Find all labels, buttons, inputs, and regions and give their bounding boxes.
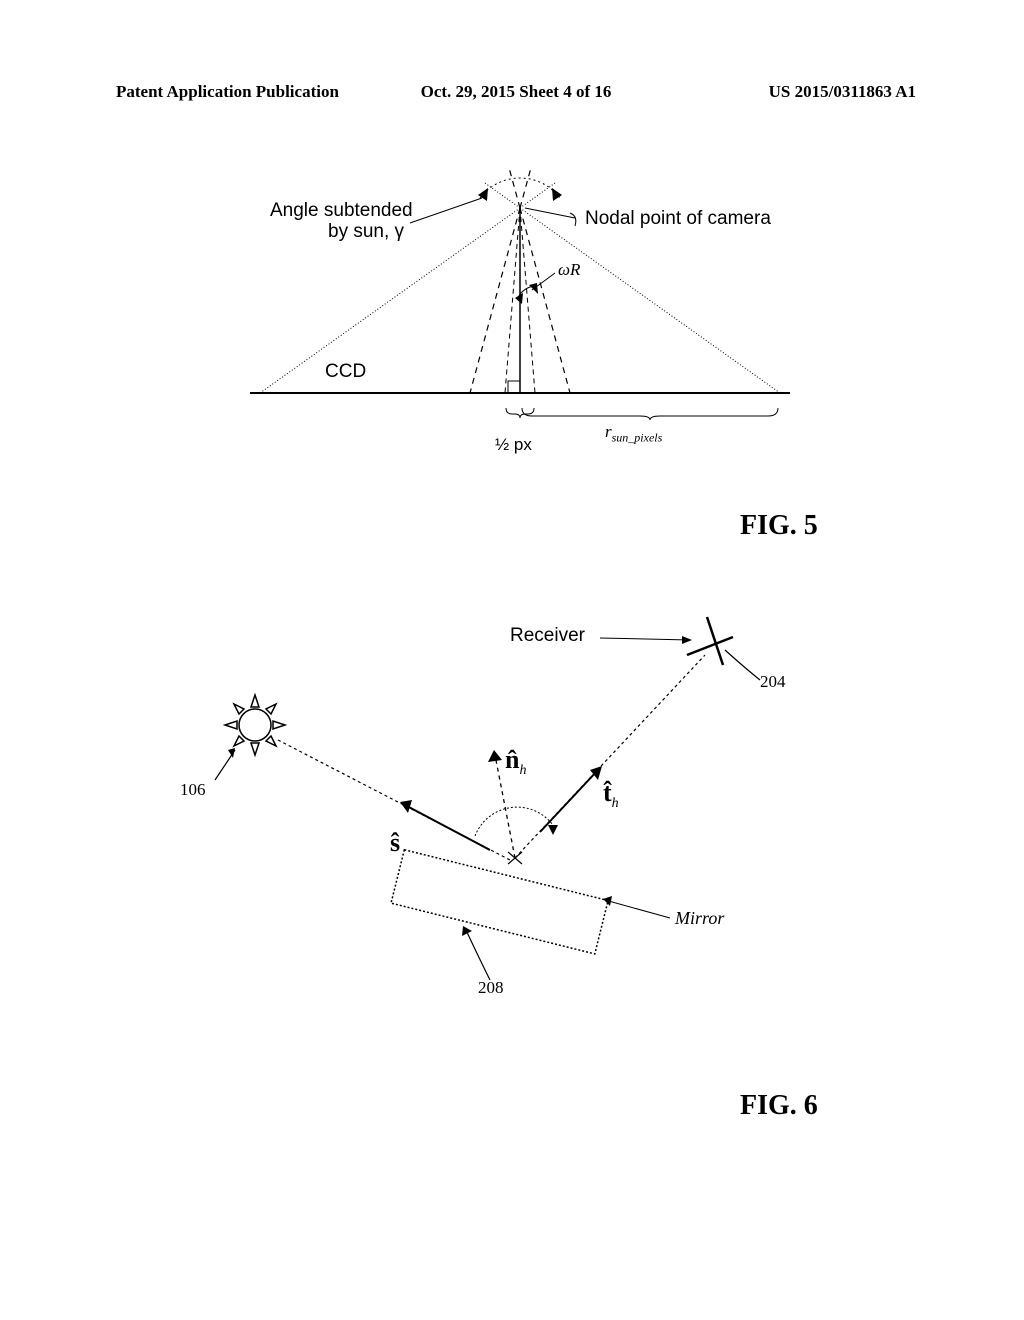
header-publication: Patent Application Publication bbox=[116, 82, 383, 102]
figure-6-container: Receiver Mirror n̂h t̂h ŝ 106 204 208 bbox=[160, 600, 820, 1040]
header-patent-number: US 2015/0311863 A1 bbox=[649, 82, 916, 102]
fig6-diagram bbox=[160, 600, 820, 1040]
fig6-nhat-label: n̂h bbox=[505, 745, 526, 779]
fig6-caption: FIG. 6 bbox=[740, 1090, 818, 1122]
fig6-receiver-label: Receiver bbox=[510, 625, 585, 647]
fig6-ref-208: 208 bbox=[478, 978, 504, 998]
fig5-omega-label: ωR bbox=[558, 260, 580, 280]
fig6-shat-label: ŝ bbox=[390, 828, 400, 858]
fig5-rsun-label: rsun_pixels bbox=[605, 422, 662, 445]
fig5-nodal-label: Nodal point of camera bbox=[585, 208, 771, 230]
fig5-ccd-label: CCD bbox=[325, 361, 366, 383]
fig5-halfpx-label: ½ px bbox=[495, 435, 532, 455]
fig6-ref-204: 204 bbox=[760, 672, 786, 692]
fig6-ref-106: 106 bbox=[180, 780, 206, 800]
fig6-mirror-label: Mirror bbox=[675, 908, 724, 929]
sun-icon bbox=[225, 695, 285, 755]
fig6-that-label: t̂h bbox=[603, 778, 619, 812]
fig5-caption: FIG. 5 bbox=[740, 510, 818, 542]
fig5-angle-label-1: Angle subtended bbox=[270, 200, 413, 222]
figure-5-container: Angle subtended by sun, γ Nodal point of… bbox=[160, 168, 820, 488]
header-date-sheet: Oct. 29, 2015 Sheet 4 of 16 bbox=[383, 82, 650, 102]
fig5-angle-label-2: by sun, γ bbox=[328, 221, 404, 243]
